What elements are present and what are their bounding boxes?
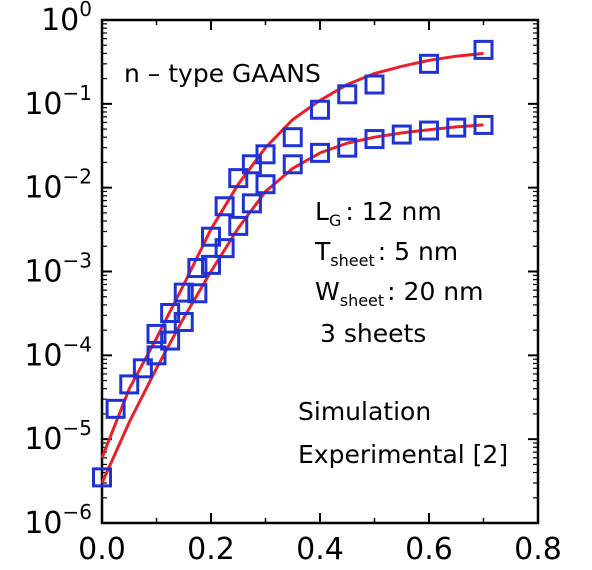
experimental-point bbox=[337, 137, 358, 158]
x-tick-label: 0.8 bbox=[514, 532, 562, 567]
y-tick-exponent: −4 bbox=[63, 332, 92, 356]
sheets-annotation: 3 sheets bbox=[320, 319, 426, 348]
tsheet-sub: sheet bbox=[330, 251, 374, 270]
axis-ticks bbox=[101, 19, 539, 524]
experimental-point bbox=[282, 127, 303, 148]
y-tick-base: 10 bbox=[24, 87, 62, 122]
experimental-point bbox=[187, 258, 208, 279]
y-tick-exponent: −2 bbox=[63, 165, 92, 189]
y-tick-label: 10−5 bbox=[24, 416, 92, 457]
y-tick-label: 10−1 bbox=[24, 81, 92, 122]
legend-simulation: Simulation bbox=[298, 397, 431, 426]
experimental-point bbox=[146, 323, 167, 344]
x-tick-label: 0.4 bbox=[296, 532, 344, 567]
tsheet-main: T bbox=[314, 237, 331, 266]
experimental-point bbox=[364, 74, 385, 95]
y-tick-exponent: 0 bbox=[79, 0, 92, 21]
y-tick-label: 100 bbox=[41, 0, 92, 38]
wsheet-main: W bbox=[315, 277, 340, 306]
y-tick-base: 10 bbox=[24, 338, 62, 373]
experimental-point bbox=[92, 467, 112, 488]
experimental-point bbox=[473, 39, 494, 60]
experimental-point bbox=[419, 53, 439, 74]
experimental-point bbox=[173, 311, 194, 332]
x-tick-label: 0.2 bbox=[187, 532, 235, 567]
y-tick-label: 10−2 bbox=[24, 165, 92, 206]
experimental-point bbox=[337, 84, 358, 105]
experimental-point bbox=[119, 374, 140, 395]
experimental-point bbox=[228, 168, 249, 189]
experimental-point bbox=[310, 142, 330, 163]
y-tick-exponent: −6 bbox=[63, 500, 92, 524]
lg-annotation: LG: 12 nm bbox=[315, 197, 442, 230]
experimental-point bbox=[173, 282, 194, 303]
experimental-point bbox=[105, 398, 126, 419]
y-tick-label: 10−6 bbox=[24, 500, 92, 541]
experimental-point bbox=[255, 144, 276, 165]
x-tick-labels: 0.0 0.2 0.4 0.6 0.8 bbox=[78, 532, 562, 567]
x-tick-label: 0.6 bbox=[405, 532, 453, 567]
experimental-markers bbox=[92, 39, 494, 488]
y-tick-exponent: −1 bbox=[63, 81, 92, 105]
lg-sub: G bbox=[329, 211, 341, 230]
lg-rest: : 12 nm bbox=[345, 197, 441, 226]
y-tick-base: 10 bbox=[24, 171, 62, 206]
y-tick-base: 10 bbox=[24, 422, 62, 457]
experimental-point bbox=[446, 117, 467, 138]
y-tick-exponent: −3 bbox=[63, 249, 92, 273]
experimental-point bbox=[391, 124, 412, 145]
experimental-point bbox=[228, 215, 249, 236]
experimental-point bbox=[473, 114, 494, 135]
tsheet-rest: : 5 nm bbox=[378, 237, 458, 266]
y-tick-label: 10−3 bbox=[24, 249, 92, 290]
legend-experimental: Experimental [2] bbox=[298, 440, 508, 469]
experimental-point bbox=[132, 358, 153, 379]
experimental-point bbox=[282, 154, 303, 175]
experimental-point bbox=[214, 196, 235, 217]
wsheet-annotation: Wsheet: 20 nm bbox=[315, 277, 484, 310]
experimental-point bbox=[310, 99, 330, 120]
tsheet-annotation: Tsheet: 5 nm bbox=[314, 237, 458, 270]
experimental-point bbox=[255, 174, 276, 195]
lg-main: L bbox=[315, 197, 329, 226]
x-tick-label: 0.0 bbox=[78, 532, 126, 567]
wsheet-sub: sheet bbox=[340, 291, 384, 310]
experimental-point bbox=[201, 226, 221, 247]
experimental-point bbox=[201, 254, 221, 275]
y-tick-label: 10−4 bbox=[24, 332, 92, 373]
experimental-point bbox=[187, 283, 208, 304]
y-tick-base: 10 bbox=[24, 255, 62, 290]
device-type-label: n – type GAANS bbox=[124, 59, 321, 88]
experimental-point bbox=[160, 330, 181, 351]
experimental-point bbox=[214, 238, 235, 259]
experimental-point bbox=[364, 129, 385, 150]
y-tick-base: 10 bbox=[24, 506, 62, 541]
y-tick-exponent: −5 bbox=[63, 416, 92, 440]
experimental-point bbox=[419, 120, 439, 141]
experimental-point bbox=[241, 193, 262, 214]
wsheet-rest: : 20 nm bbox=[387, 277, 483, 306]
experimental-point bbox=[146, 345, 167, 366]
y-tick-base: 10 bbox=[41, 3, 79, 38]
